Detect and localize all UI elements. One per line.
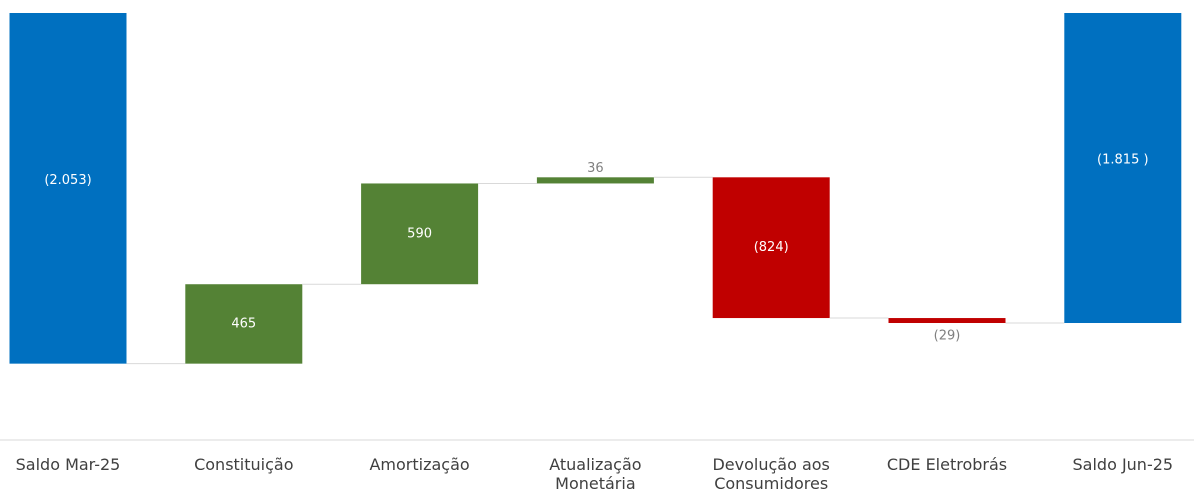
value-label: (1.815 ) [1097, 153, 1149, 168]
x-tick-label: Saldo Mar-25 [15, 455, 121, 474]
bar [536, 177, 654, 184]
bar [185, 284, 303, 364]
bar [9, 13, 127, 364]
value-label: (2.053) [44, 173, 91, 188]
bar [888, 318, 1006, 324]
x-tick-label: CDE Eletrobrás [886, 455, 1008, 474]
bar [1064, 13, 1182, 324]
bar [712, 177, 830, 319]
value-label: (824) [754, 240, 789, 255]
x-tick-label: Atualização Monetária [549, 455, 642, 493]
x-tick-label: Saldo Jun-25 [1072, 455, 1174, 474]
value-label: 590 [407, 226, 432, 241]
x-tick-label: Devolução aos Consumidores [712, 455, 830, 493]
value-label: 465 [231, 316, 256, 331]
value-label: 36 [587, 161, 604, 176]
x-tick-label: Amortização [369, 455, 470, 474]
value-label: (29) [934, 329, 961, 344]
x-tick-label: Constituição [194, 455, 294, 474]
bar [361, 183, 479, 285]
